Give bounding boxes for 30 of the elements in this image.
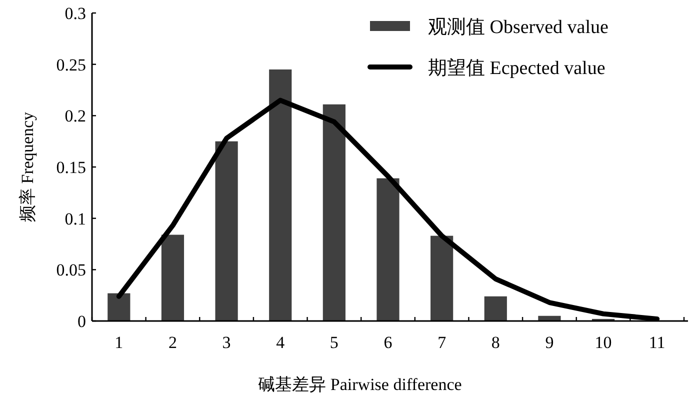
x-tick-label: 11 xyxy=(648,333,666,352)
x-tick-label: 1 xyxy=(114,333,124,352)
y-tick-label: 0 xyxy=(78,312,86,331)
y-axis-title: 频率 Frequency xyxy=(18,112,37,222)
bar xyxy=(269,69,292,321)
y-tick-label: 0.25 xyxy=(56,55,86,74)
x-tick-label: 3 xyxy=(222,333,231,352)
y-tick-label: 0.15 xyxy=(56,158,86,177)
x-tick-label: 6 xyxy=(384,333,392,352)
y-tick-label: 0.3 xyxy=(64,4,86,23)
bar xyxy=(108,293,130,321)
x-axis-title: 碱基差异 Pairwise difference xyxy=(258,375,462,394)
x-tick-label: 4 xyxy=(276,333,286,352)
y-tick-label: 0.2 xyxy=(64,106,86,126)
x-tick-label: 5 xyxy=(330,333,338,352)
bar xyxy=(430,236,454,321)
x-tick-label: 10 xyxy=(594,333,612,352)
bar xyxy=(161,234,184,321)
bar xyxy=(322,104,346,321)
x-tick-label: 9 xyxy=(545,333,554,352)
legend-label: 观测值 Observed value xyxy=(428,17,608,38)
y-tick-label: 0.05 xyxy=(56,260,86,280)
legend-label: 期望值 Ecpected value xyxy=(428,58,606,79)
bar xyxy=(215,141,238,321)
bar xyxy=(376,178,400,321)
bar xyxy=(484,296,507,321)
x-tick-label: 2 xyxy=(168,333,177,352)
y-tick-label: 0.1 xyxy=(64,209,86,228)
x-tick-label: 8 xyxy=(491,333,500,352)
x-tick-label: 7 xyxy=(438,333,447,352)
